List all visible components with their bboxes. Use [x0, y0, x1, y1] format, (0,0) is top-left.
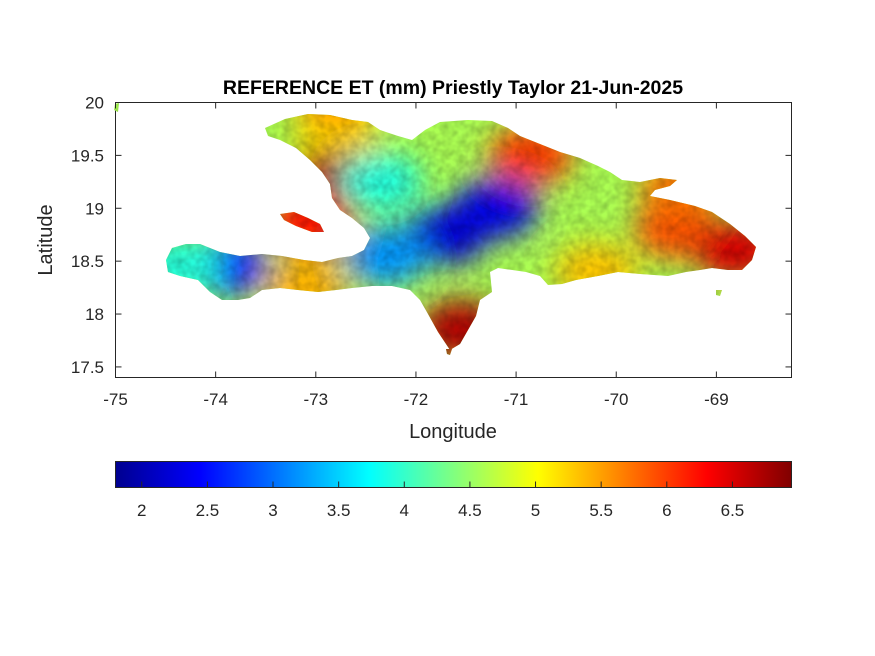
x-axis-ticks: -75 -74 -73 -72 -71 -70 -69	[103, 102, 729, 409]
y-tick-label: 17.5	[71, 358, 104, 377]
x-tick-label: -73	[304, 390, 329, 409]
y-axis-label: Latitude	[35, 204, 57, 275]
colorbar-tick-label: 3	[268, 501, 277, 520]
y-axis-ticks: 17.5 18 18.5 19 19.5 20	[71, 94, 792, 377]
colorbar-tick-label: 5.5	[589, 501, 613, 520]
colorbar-tick-label: 2	[137, 501, 146, 520]
chart-title: REFERENCE ET (mm) Priestly Taylor 21-Jun…	[223, 77, 683, 99]
colorbar-ticks: 2 2.5 3 3.5 4 4.5 5 5.5 6 6.5	[137, 481, 745, 520]
y-tick-label: 18	[85, 305, 104, 324]
x-tick-label: -69	[704, 390, 729, 409]
x-tick-label: -74	[203, 390, 228, 409]
y-tick-label: 19.5	[71, 146, 104, 165]
colorbar-tick-label: 6.5	[721, 501, 745, 520]
x-tick-label: -75	[103, 390, 128, 409]
colorbar-tick-label: 4.5	[458, 501, 482, 520]
x-tick-label: -70	[604, 390, 629, 409]
colorbar-tick-label: 4	[400, 501, 409, 520]
y-tick-label: 19	[85, 199, 104, 218]
y-tick-label: 18.5	[71, 252, 104, 271]
x-tick-label: -71	[504, 390, 529, 409]
colorbar-tick-label: 2.5	[196, 501, 220, 520]
colorbar-tick-label: 5	[531, 501, 540, 520]
x-axis-label: Longitude	[409, 421, 497, 443]
x-tick-label: -72	[404, 390, 429, 409]
colorbar-tick-label: 3.5	[327, 501, 351, 520]
colorbar	[115, 461, 792, 488]
colorbar-tick-label: 6	[662, 501, 671, 520]
y-tick-label: 20	[85, 94, 104, 113]
